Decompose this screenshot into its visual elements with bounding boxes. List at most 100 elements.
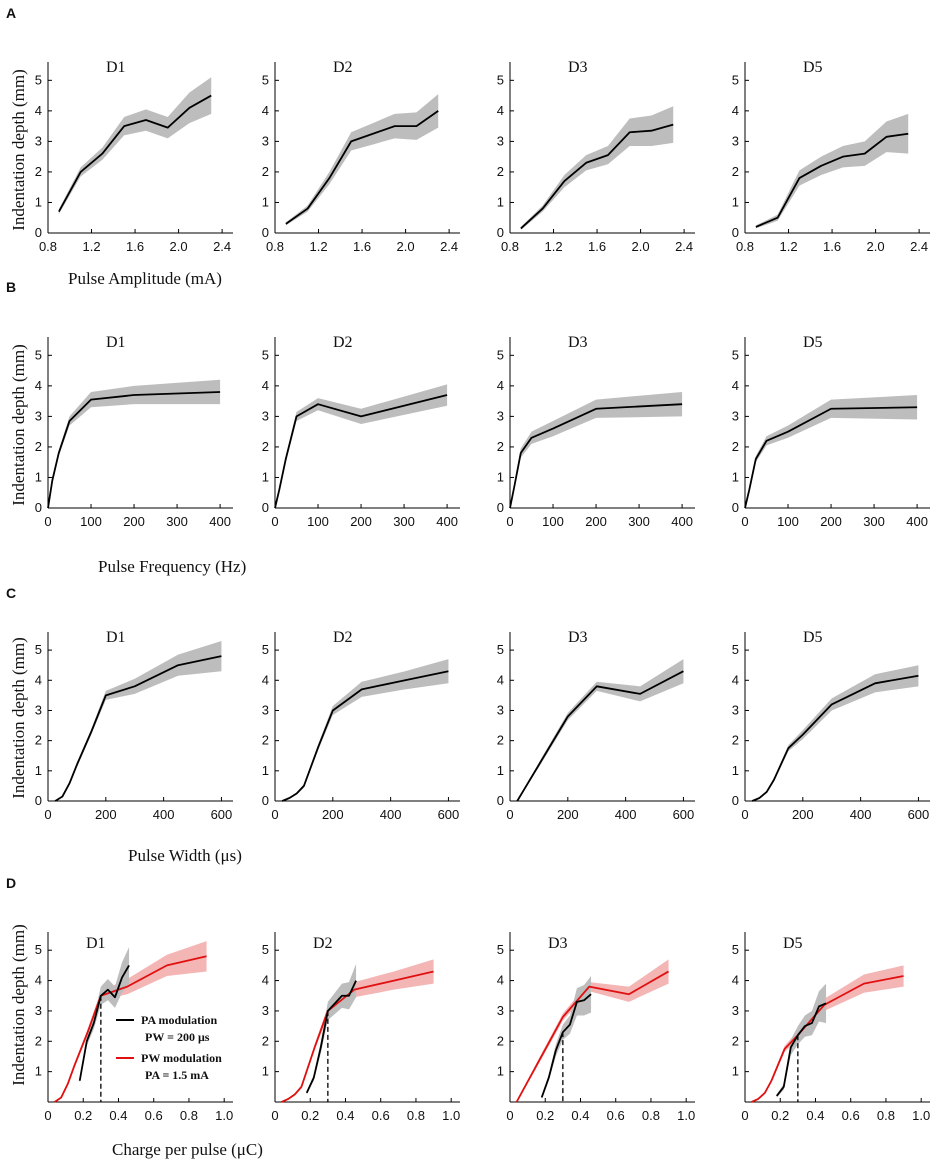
x-tick-label: 0 [741, 514, 748, 529]
x-tick-label: 0.8 [501, 239, 519, 254]
y-tick-label: 4 [497, 103, 504, 118]
x-tick-label: 300 [166, 514, 188, 529]
x-tick-label: 200 [585, 514, 607, 529]
x-tick-label: 2.4 [910, 239, 928, 254]
x-tick-label: 2.0 [397, 239, 415, 254]
y-tick-label: 4 [35, 378, 42, 393]
x-tick-label: 0.8 [642, 1108, 660, 1123]
panel-a-d2: 0 1 2 3 4 5 0.8 1.2 1.6 2.0 2.4 D2 [262, 59, 460, 254]
error-band-series-1 [776, 983, 827, 1098]
x-tick-label: 600 [908, 807, 930, 822]
error-band-series-0 [752, 665, 919, 801]
y-tick-label: 1 [497, 194, 504, 209]
x-tick-label: 0.8 [266, 239, 284, 254]
error-band-series-0 [510, 391, 683, 508]
y-tick-label: 0 [732, 225, 739, 240]
error-band-series-0 [282, 659, 449, 801]
y-tick-label: 5 [262, 642, 269, 657]
y-tick-label: 3 [497, 133, 504, 148]
y-tick-label: 4 [732, 672, 739, 687]
panel-d-d3: 1 2 3 4 5 0 0.2 0.4 0.6 0.8 1.0 D3 [497, 932, 695, 1123]
y-tick-label: 2 [497, 1033, 504, 1048]
x-tick-label: 400 [153, 807, 175, 822]
x-tick-label: 400 [671, 514, 693, 529]
x-tick-label: 0.8 [407, 1108, 425, 1123]
y-tick-label: 2 [497, 439, 504, 454]
x-tick-label: 0 [271, 514, 278, 529]
y-tick-label: 2 [732, 733, 739, 748]
x-tick-label: 400 [380, 807, 402, 822]
y-tick-label: 3 [262, 702, 269, 717]
x-tick-label: 200 [350, 514, 372, 529]
x-tick-label: 2.4 [675, 239, 693, 254]
x-tick-label: 0 [506, 514, 513, 529]
panel-label: D3 [568, 334, 588, 351]
y-tick-label: 0 [732, 500, 739, 515]
x-tick-label: 200 [95, 807, 117, 822]
error-band-series-0 [517, 659, 684, 801]
error-band-series-0 [54, 941, 207, 1102]
x-axis-title-b: Pulse Frequency (Hz) [98, 557, 246, 576]
y-tick-label: 3 [732, 133, 739, 148]
y-tick-label: 2 [497, 733, 504, 748]
x-tick-label: 2.0 [867, 239, 885, 254]
error-band-series-0 [275, 384, 448, 508]
x-tick-label: 0.2 [771, 1108, 789, 1123]
y-tick-label: 1 [497, 763, 504, 778]
series-line-0 [54, 655, 222, 802]
panel-label: D5 [803, 334, 823, 351]
y-tick-label: 1 [732, 469, 739, 484]
y-tick-label: 2 [262, 439, 269, 454]
y-tick-label: 2 [262, 1033, 269, 1048]
legend-pa-label: PA modulation [141, 1013, 217, 1027]
y-tick-label: 0 [35, 225, 42, 240]
x-tick-label: 0.6 [145, 1108, 163, 1123]
y-axis-title-a: Indentation depth (mm) [9, 69, 28, 230]
y-axis-title-c: Indentation depth (mm) [9, 637, 28, 798]
y-tick-label: 4 [262, 103, 269, 118]
y-tick-label: 2 [262, 733, 269, 748]
x-tick-label: 0 [44, 514, 51, 529]
panel-label: D1 [106, 59, 126, 76]
x-tick-label: 1.0 [912, 1108, 930, 1123]
y-tick-label: 5 [35, 642, 42, 657]
y-tick-label: 2 [35, 1033, 42, 1048]
x-tick-label: 400 [850, 807, 872, 822]
y-tick-label: 3 [497, 1003, 504, 1018]
y-tick-label: 2 [262, 164, 269, 179]
x-tick-label: 0.8 [39, 239, 57, 254]
y-tick-label: 3 [262, 1003, 269, 1018]
series-line-0 [755, 132, 909, 228]
x-tick-label: 600 [438, 807, 460, 822]
series-line-1 [305, 980, 357, 1094]
x-tick-label: 0 [271, 807, 278, 822]
x-tick-label: 300 [393, 514, 415, 529]
x-tick-label: 0.2 [74, 1108, 92, 1123]
panel-label: D2 [333, 334, 353, 351]
x-tick-label: 400 [906, 514, 928, 529]
y-tick-label: 1 [35, 763, 42, 778]
y-tick-label: 1 [35, 1064, 42, 1079]
y-tick-label: 4 [497, 378, 504, 393]
y-axis-title-d: Indentation depth (mm) [9, 924, 28, 1085]
y-tick-label: 3 [732, 408, 739, 423]
row-label-a: A [6, 5, 16, 21]
panel-c-d2: 0 1 2 3 4 5 0 200 400 600 D2 [262, 629, 460, 822]
y-tick-label: 2 [35, 439, 42, 454]
y-tick-label: 5 [732, 72, 739, 87]
x-tick-label: 0.8 [736, 239, 754, 254]
y-tick-label: 3 [35, 702, 42, 717]
row-label-b: B [6, 279, 16, 295]
x-tick-label: 0.6 [372, 1108, 390, 1123]
y-tick-label: 2 [35, 164, 42, 179]
x-tick-label: 1.6 [588, 239, 606, 254]
error-band-series-0 [745, 395, 918, 508]
panel-label: D2 [313, 935, 333, 952]
x-tick-label: 0 [741, 1108, 748, 1123]
y-tick-label: 1 [35, 469, 42, 484]
y-tick-label: 5 [497, 942, 504, 957]
x-tick-label: 1.2 [779, 239, 797, 254]
y-tick-label: 0 [262, 225, 269, 240]
y-tick-label: 5 [732, 942, 739, 957]
